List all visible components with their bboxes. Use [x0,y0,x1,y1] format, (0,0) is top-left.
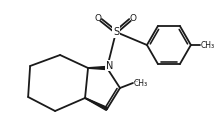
Text: S: S [113,27,119,37]
Text: N: N [105,61,113,71]
Text: methyl: methyl [134,81,139,83]
Polygon shape [88,66,107,70]
Text: O: O [95,14,102,23]
Text: methyl: methyl [134,81,139,82]
Text: CH₃: CH₃ [201,41,215,49]
Polygon shape [85,98,108,110]
Text: O: O [129,14,136,23]
Text: CH₃: CH₃ [134,79,148,88]
